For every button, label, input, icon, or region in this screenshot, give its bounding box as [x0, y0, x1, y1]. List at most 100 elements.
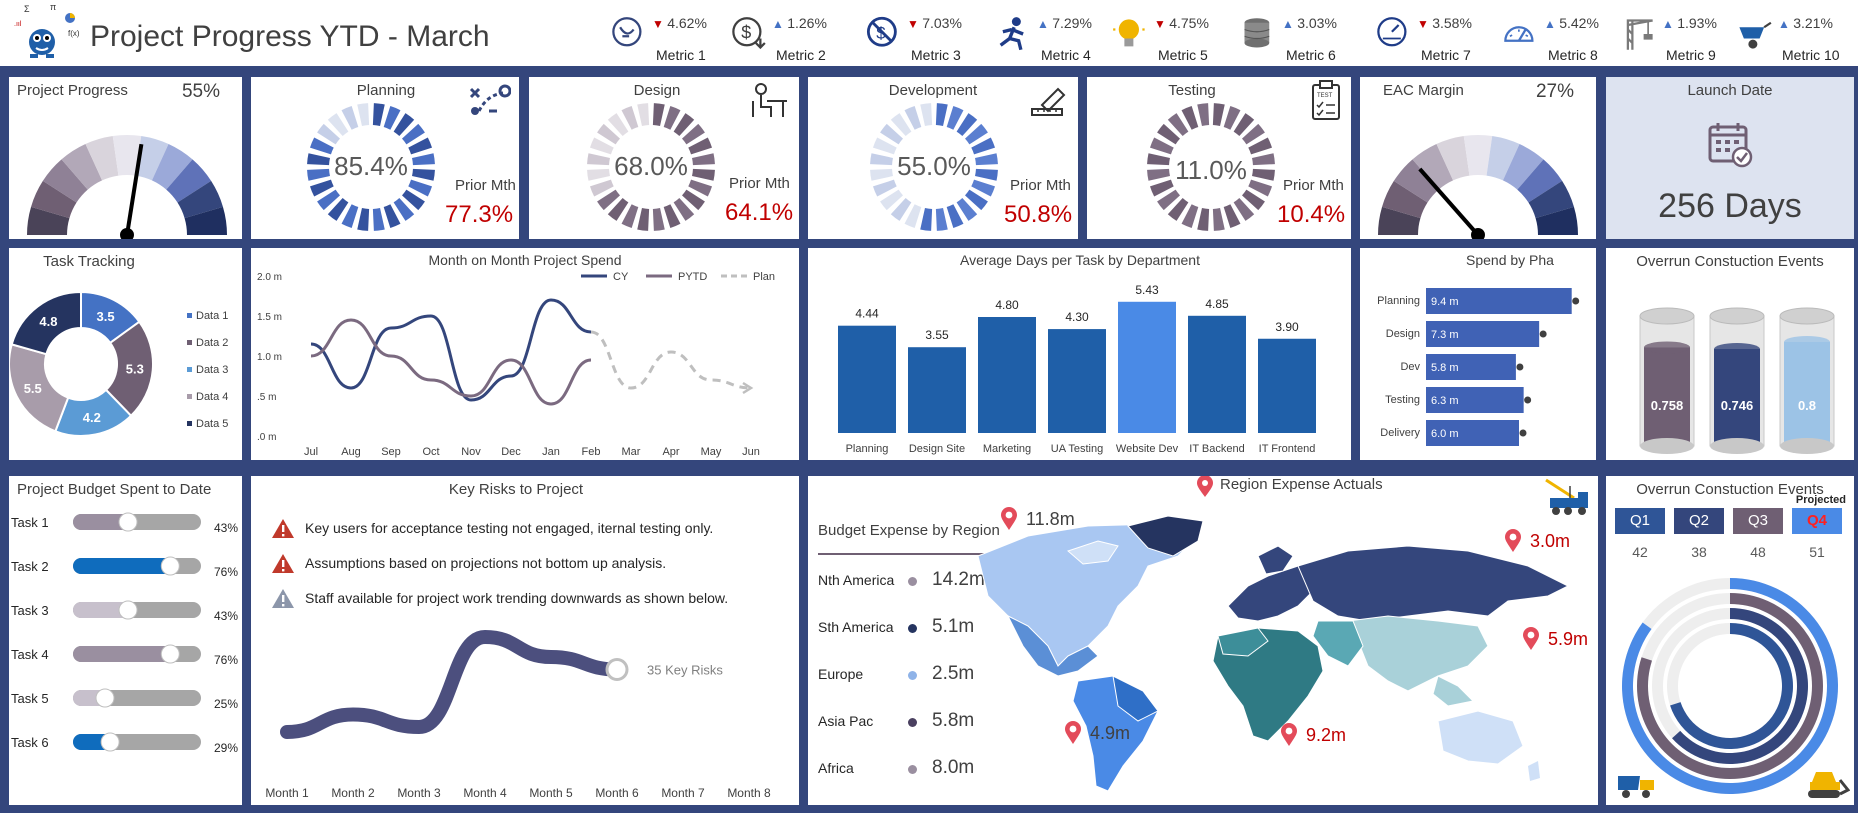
planning-ring [307, 103, 435, 231]
monthly-spend-chart: Month on Month Project Spend 2.0 m 1.5 m 1.… [257, 252, 775, 458]
legend-label: Data 3 [196, 364, 228, 376]
budget-sliders: Task 1 43% Task 2 76% Task 3 43% Task 4 76% Task… [11, 512, 238, 755]
header: Σ π f(x) .ııl Project Progress YTD - Mar… [0, 0, 1858, 66]
ring-segment [870, 168, 893, 181]
prior-month-value: 50.8% [1004, 201, 1073, 228]
x-tick-label: Marketing [983, 443, 1031, 455]
metric-label: Metric 8 [1548, 47, 1598, 63]
panel-title: Design [633, 82, 681, 99]
pin-value: 11.8m [1026, 508, 1075, 529]
metric-9: ▲ 1.93% Metric 9 [1620, 10, 1750, 63]
x-tick-label: Month 5 [529, 786, 573, 800]
x-tick-label: Jun [742, 446, 760, 458]
arrow-up-icon: ▲ [772, 17, 788, 31]
bar-value-label: 4.30 [1065, 310, 1089, 324]
x-tick-label: Planning [846, 443, 889, 455]
ring-segment [946, 105, 964, 130]
quarter-tab-q4[interactable]: Q4 [1792, 508, 1842, 534]
projected-label: Projected [1795, 494, 1846, 506]
overrun-events-panel: Overrun Constuction Events 0.758 0.746 0.8 [1606, 248, 1854, 460]
y-tick-label: Dev [1400, 361, 1420, 373]
ring-segment [673, 113, 695, 136]
quarter-value: 48 [1750, 544, 1766, 560]
crane-icon [1620, 16, 1656, 52]
development-ring [870, 103, 998, 231]
metric-value-text: 3.58% [1432, 15, 1472, 31]
panel-title: Project Progress [17, 82, 128, 99]
calendar-check-icon [1708, 123, 1753, 168]
ring-segment [383, 204, 401, 229]
route-icon [610, 16, 646, 52]
ring-segment [965, 123, 988, 145]
task-percent: 76% [214, 653, 238, 667]
slider-thumb [160, 556, 180, 576]
ring-segment [589, 179, 614, 197]
region-value: 5.1m [932, 616, 975, 637]
region-dot [908, 577, 917, 586]
risk-trend-line [280, 629, 624, 739]
bar-value-label: 5.43 [1135, 283, 1159, 297]
ring-segment [652, 208, 665, 231]
pin-value: 5.9m [1548, 628, 1589, 649]
quarter-tab-q1[interactable]: Q1 [1615, 508, 1665, 534]
ring-segment [1252, 153, 1275, 166]
cylinder-top [1779, 307, 1835, 325]
region-name: Africa [818, 760, 854, 776]
cylinder-top [1639, 307, 1695, 325]
gauge-segment [1378, 206, 1421, 235]
bar [1426, 420, 1519, 446]
metric-7: ▼ 3.58% Metric 7 [1375, 10, 1505, 63]
task-percent: 43% [214, 609, 238, 623]
ring-segment [621, 105, 639, 130]
bar [1118, 301, 1176, 433]
ring-segment [1233, 198, 1255, 221]
ring-segment [412, 168, 435, 181]
y-tick-label: Design [1386, 328, 1420, 340]
ring-segment [317, 123, 340, 145]
trend-end-marker [605, 658, 629, 681]
ring-segment [317, 189, 340, 211]
region-name: Nth America [818, 572, 895, 588]
x-tick-label: Mar [622, 446, 641, 458]
ring-segment [1197, 208, 1210, 231]
slider-fill [73, 558, 179, 574]
svg-text:$: $ [741, 23, 751, 43]
task-label: Task 5 [11, 691, 49, 706]
arrow-head [742, 381, 754, 395]
metric-value-text: 3.03% [1297, 15, 1337, 31]
ring-segment [890, 198, 912, 221]
metric-value: ▲ 1.93% [1662, 15, 1717, 31]
quarter-tab-q3[interactable]: Q3 [1733, 508, 1783, 534]
x-tick-label: Design Site [909, 443, 965, 455]
ring-segment [880, 123, 903, 145]
ring-segment [307, 153, 330, 166]
map-pin: 3.0m [1504, 528, 1570, 554]
x-tick-label: Month 6 [595, 786, 639, 800]
region-value: 2.5m [932, 663, 975, 684]
ring-segment [607, 113, 629, 136]
quarter-tab-q2[interactable]: Q2 [1674, 508, 1724, 534]
ring-segment [1147, 168, 1170, 181]
warning-icon [271, 517, 297, 539]
task-tracking-donut: 3.5 5.3 4.2 5.5 4.8 Data 1 Data 2 Data 3 Data 4 D… [9, 290, 228, 437]
bar [1426, 288, 1572, 314]
risk-text: Staff available for project work trendin… [305, 590, 729, 606]
region-name: Sth America [818, 619, 894, 635]
metric-label: Metric 3 [911, 47, 961, 63]
eac-gauge [1378, 135, 1578, 239]
ring-segment [1181, 105, 1199, 130]
metric-1: ▼ 4.62% Metric 1 [610, 10, 740, 63]
legend-label: PYTD [678, 271, 707, 283]
gauge-segment [1393, 159, 1439, 203]
no-dollar-icon: $ [865, 16, 901, 52]
ring-segment [402, 189, 425, 211]
ring-segment [372, 208, 385, 231]
ring-segment [408, 137, 433, 155]
slider-thumb [95, 688, 115, 708]
bar-value-label: 6.3 m [1431, 395, 1459, 407]
gauge-needle [125, 143, 144, 236]
metric-value: ▲ 5.42% [1544, 15, 1599, 31]
region-name: Asia Pac [818, 713, 874, 729]
cylinder-base [1780, 438, 1834, 454]
design-panel: Design 68.0% Prior Mth 64.1% [529, 77, 799, 239]
